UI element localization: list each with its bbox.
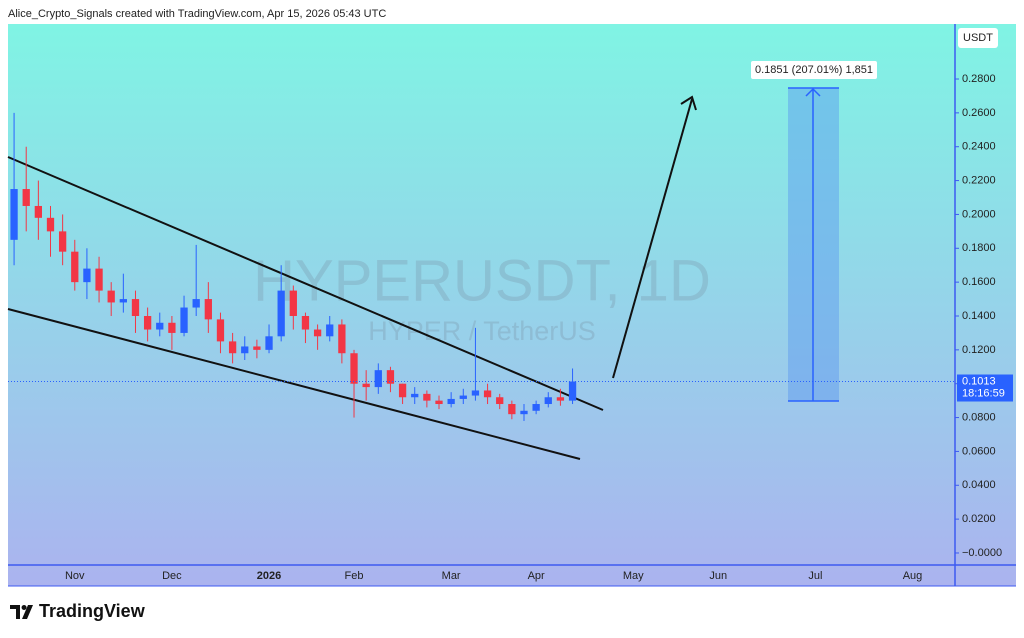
candle-body	[508, 404, 516, 415]
y-tick-label: 0.2800	[962, 73, 996, 85]
candle-body	[301, 315, 310, 330]
y-tick-label: 0.0800	[962, 411, 996, 423]
currency-box	[958, 28, 998, 48]
candle-body	[34, 205, 42, 218]
candle-body	[556, 397, 565, 401]
candle-body	[95, 268, 103, 291]
brand: TradingView	[39, 601, 146, 621]
candle-body	[313, 329, 322, 337]
candle-body	[168, 322, 176, 333]
candle-body	[374, 370, 382, 388]
candle-body	[386, 370, 395, 384]
candle-body	[228, 341, 237, 354]
candle-body	[241, 346, 249, 354]
currency: USDT	[963, 32, 993, 44]
candle-body	[411, 393, 419, 398]
y-tick-label: 0.2400	[962, 141, 996, 153]
candle-body	[544, 397, 552, 405]
candle-body	[471, 390, 480, 396]
target-arrow	[612, 98, 693, 379]
y-tick-label: 0.2000	[962, 208, 996, 220]
candle-body	[192, 299, 200, 308]
y-tick-label: 0.2200	[962, 174, 996, 186]
y-tick-label: 0.1400	[962, 310, 996, 322]
candle-body	[131, 299, 140, 316]
y-tick-label: 0.1800	[962, 242, 996, 254]
candle-body	[156, 322, 164, 330]
candle-body	[253, 346, 261, 350]
candle-body	[447, 398, 455, 405]
x-tick-label: Aug	[903, 570, 923, 582]
candle-body	[289, 290, 297, 316]
measure-label: 0.1851 (207.01%) 1,851	[755, 64, 873, 76]
measure-label-box	[751, 61, 877, 79]
target-arrow-head	[680, 95, 697, 111]
candle-body	[459, 395, 467, 399]
candle-body	[350, 353, 358, 384]
candle-body	[22, 189, 30, 206]
series-layer	[10, 112, 577, 421]
candle-body	[119, 299, 127, 303]
candle-body	[435, 400, 443, 405]
candle-body	[143, 315, 152, 330]
candle-body	[423, 393, 431, 401]
candle-body	[568, 381, 577, 401]
x-tick-label: Apr	[528, 570, 545, 582]
candle-body	[204, 299, 212, 320]
x-tick-label: Jul	[808, 570, 822, 582]
watermark-title: HYPERUSDT, 1D	[253, 248, 711, 313]
candle-body	[496, 397, 504, 405]
candle-body	[338, 324, 346, 354]
y-tick-label: −0.0000	[962, 547, 1002, 559]
candle-body	[532, 404, 540, 411]
candle-body	[58, 231, 67, 252]
candle-body	[326, 324, 334, 337]
y-tick-label: 0.1600	[962, 276, 996, 288]
y-tick-label: 0.0600	[962, 445, 996, 457]
x-tick-label: May	[623, 570, 644, 582]
candle-body	[362, 383, 370, 388]
plot-background	[8, 24, 1016, 586]
countdown: 18:16:59	[962, 387, 1005, 399]
last-price-label: 0.1013	[962, 375, 996, 387]
watermark-subtitle: HYPER / TetherUS	[368, 316, 596, 346]
y-tick-label: 0.2600	[962, 107, 996, 119]
last-price-box	[957, 374, 1013, 402]
candle-body	[277, 290, 285, 337]
candle-body	[71, 251, 79, 283]
candle-body	[46, 217, 55, 232]
x-tick-label: Mar	[442, 570, 461, 582]
x-tick-label: 2026	[257, 570, 281, 582]
header: Alice_Crypto_Signals created with Tradin…	[8, 8, 386, 20]
y-tick-label: 0.0200	[962, 513, 996, 525]
candle-body	[10, 189, 18, 240]
upper-trendline	[7, 156, 604, 411]
candle-body	[216, 319, 225, 342]
y-tick-label: 0.1200	[962, 344, 996, 356]
x-tick-label: Jun	[709, 570, 727, 582]
candle-body	[107, 290, 115, 303]
candle-body	[265, 336, 273, 350]
lower-trendline	[7, 308, 581, 460]
y-tick-label: 0.0400	[962, 479, 996, 491]
candle-body	[180, 307, 188, 333]
logo-icon	[10, 605, 33, 619]
candle-body	[520, 410, 528, 415]
x-tick-label: Feb	[345, 570, 364, 582]
candle-body	[483, 390, 492, 398]
x-tick-label: Nov	[65, 570, 85, 582]
candle-body	[83, 268, 91, 283]
measure-arrow-head	[805, 87, 821, 97]
candle-body	[398, 383, 407, 398]
x-tick-label: Dec	[162, 570, 182, 582]
